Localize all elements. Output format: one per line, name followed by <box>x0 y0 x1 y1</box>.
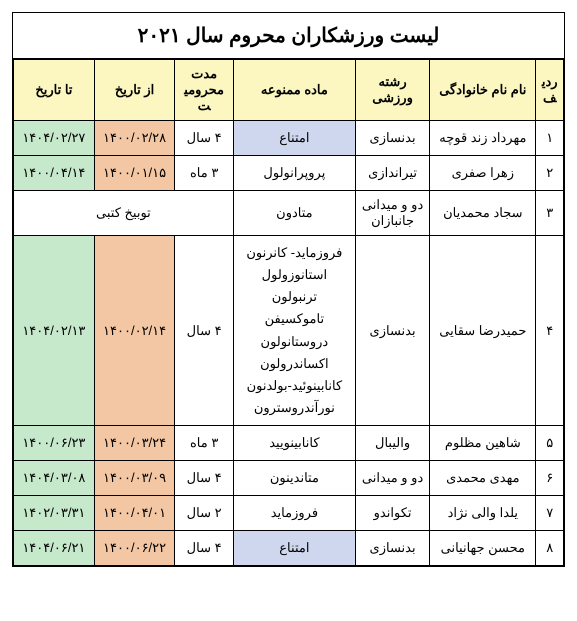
header-substance: ماده ممنوعه <box>233 60 355 121</box>
cell-name: محسن جهانیانی <box>430 531 536 566</box>
cell-to-date: ۱۴۰۰/۰۴/۱۴ <box>14 156 95 191</box>
cell-name: زهرا صفری <box>430 156 536 191</box>
cell-substance: متاندینون <box>233 461 355 496</box>
substance-line: اکساندرولون <box>238 353 351 375</box>
table-row: ۷یلدا والی نژادتکواندوفروزماید۲ سال۱۴۰۰/… <box>14 496 564 531</box>
substance-line: کانابینوئید-بولدنون <box>238 375 351 397</box>
cell-from-date: ۱۴۰۰/۰۲/۲۸ <box>94 121 175 156</box>
cell-idx: ۷ <box>536 496 564 531</box>
cell-duration: ۴ سال <box>175 121 233 156</box>
substance-line: متاندینون <box>238 467 351 489</box>
cell-substance: فروزماید <box>233 496 355 531</box>
cell-duration: ۳ ماه <box>175 156 233 191</box>
cell-idx: ۴ <box>536 236 564 426</box>
header-name: نام نام خانوادگی <box>430 60 536 121</box>
cell-to-date: ۱۴۰۴/۰۶/۲۱ <box>14 531 95 566</box>
substance-line: فروزماید- کانرنون <box>238 242 351 264</box>
cell-substance: امتناع <box>233 121 355 156</box>
cell-name: حمیدرضا سقایی <box>430 236 536 426</box>
substance-line: متادون <box>238 202 351 224</box>
cell-sport: دو و میدانی جانبازان <box>355 191 429 236</box>
cell-to-date: ۱۴۰۴/۰۳/۰۸ <box>14 461 95 496</box>
cell-idx: ۵ <box>536 425 564 460</box>
cell-idx: ۸ <box>536 531 564 566</box>
substance-line: فروزماید <box>238 502 351 524</box>
substance-line: پروپرانولول <box>238 162 351 184</box>
header-from: از تاریخ <box>94 60 175 121</box>
cell-duration: ۲ سال <box>175 496 233 531</box>
cell-from-date: ۱۴۰۰/۰۳/۰۹ <box>94 461 175 496</box>
table-row: ۸محسن جهانیانیبدنسازیامتناع۴ سال۱۴۰۰/۰۶/… <box>14 531 564 566</box>
cell-to-date: ۱۴۰۲/۰۳/۳۱ <box>14 496 95 531</box>
substance-line: ترنبولون <box>238 286 351 308</box>
table-row: ۴حمیدرضا سقاییبدنسازیفروزماید- کانرنوناس… <box>14 236 564 426</box>
cell-sport: بدنسازی <box>355 236 429 426</box>
cell-duration: ۳ ماه <box>175 425 233 460</box>
substance-line: امتناع <box>238 537 351 559</box>
cell-from-date: ۱۴۰۰/۰۳/۲۴ <box>94 425 175 460</box>
cell-substance: فروزماید- کانرنوناستانوزولولترنبولونتامو… <box>233 236 355 426</box>
header-duration: مدت محرومیت <box>175 60 233 121</box>
cell-substance: امتناع <box>233 531 355 566</box>
table-wrapper: لیست ورزشکاران محروم سال ۲۰۲۱ ردیف نام ن… <box>12 12 565 567</box>
cell-to-date: ۱۴۰۴/۰۲/۲۷ <box>14 121 95 156</box>
substance-line: استانوزولول <box>238 264 351 286</box>
cell-idx: ۳ <box>536 191 564 236</box>
cell-from-date: ۱۴۰۰/۰۴/۰۱ <box>94 496 175 531</box>
cell-idx: ۲ <box>536 156 564 191</box>
substance-line: نورآندروسترون <box>238 397 351 419</box>
cell-idx: ۱ <box>536 121 564 156</box>
cell-sport: تیراندازی <box>355 156 429 191</box>
table-row: ۲زهرا صفریتیراندازیپروپرانولول۳ ماه۱۴۰۰/… <box>14 156 564 191</box>
substance-line: دروستانولون <box>238 331 351 353</box>
cell-idx: ۶ <box>536 461 564 496</box>
table-row: ۱مهرداد زند قوچهبدنسازیامتناع۴ سال۱۴۰۰/۰… <box>14 121 564 156</box>
cell-substance: پروپرانولول <box>233 156 355 191</box>
header-sport: رشته ورزشی <box>355 60 429 121</box>
substance-line: امتناع <box>238 127 351 149</box>
cell-duration: ۴ سال <box>175 461 233 496</box>
cell-from-date: ۱۴۰۰/۰۶/۲۲ <box>94 531 175 566</box>
cell-duration: ۴ سال <box>175 236 233 426</box>
table-row: ۵شاهین مظلوموالیبالکانابینویید۳ ماه۱۴۰۰/… <box>14 425 564 460</box>
page-title: لیست ورزشکاران محروم سال ۲۰۲۱ <box>13 13 564 59</box>
cell-duration: ۴ سال <box>175 531 233 566</box>
substance-line: تاموکسیفن <box>238 308 351 330</box>
substance-line: کانابینویید <box>238 432 351 454</box>
header-to: تا تاریخ <box>14 60 95 121</box>
cell-from-date: ۱۴۰۰/۰۱/۱۵ <box>94 156 175 191</box>
cell-sport: تکواندو <box>355 496 429 531</box>
cell-name: سجاد محمدیان <box>430 191 536 236</box>
cell-substance: کانابینویید <box>233 425 355 460</box>
cell-name: مهدی محمدی <box>430 461 536 496</box>
cell-to-date: ۱۴۰۰/۰۶/۲۳ <box>14 425 95 460</box>
header-idx: ردیف <box>536 60 564 121</box>
cell-name: یلدا والی نژاد <box>430 496 536 531</box>
header-row: ردیف نام نام خانوادگی رشته ورزشی ماده مم… <box>14 60 564 121</box>
banned-athletes-table: ردیف نام نام خانوادگی رشته ورزشی ماده مم… <box>13 59 564 566</box>
cell-sport: بدنسازی <box>355 531 429 566</box>
cell-sport: بدنسازی <box>355 121 429 156</box>
cell-substance: متادون <box>233 191 355 236</box>
cell-name: مهرداد زند قوچه <box>430 121 536 156</box>
cell-from-date: ۱۴۰۰/۰۲/۱۴ <box>94 236 175 426</box>
table-row: ۶مهدی محمدیدو و میدانیمتاندینون۴ سال۱۴۰۰… <box>14 461 564 496</box>
cell-name: شاهین مظلوم <box>430 425 536 460</box>
cell-sport: والیبال <box>355 425 429 460</box>
cell-to-date: ۱۴۰۴/۰۲/۱۳ <box>14 236 95 426</box>
table-row: ۳سجاد محمدیاندو و میدانی جانبازانمتادونت… <box>14 191 564 236</box>
cell-sport: دو و میدانی <box>355 461 429 496</box>
cell-merged-note: توبیخ کتبی <box>14 191 234 236</box>
